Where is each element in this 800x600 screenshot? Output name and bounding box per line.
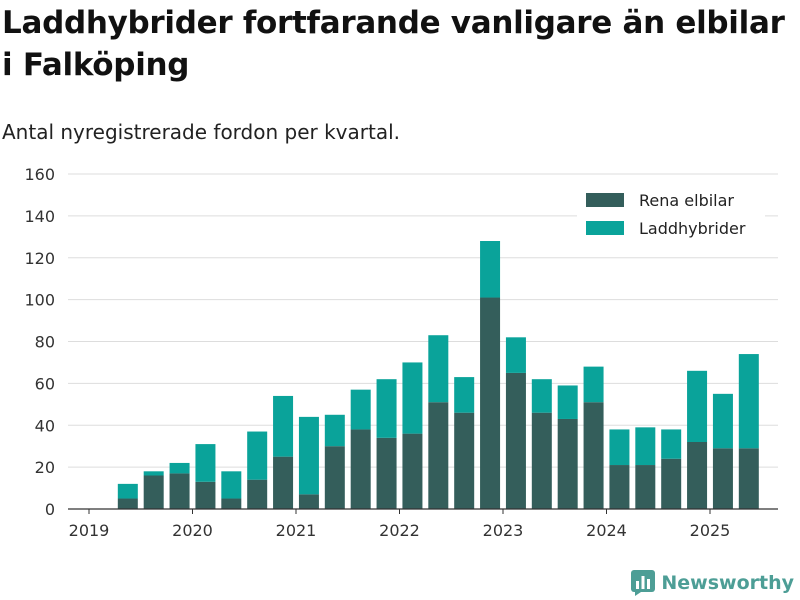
bar-laddhybrider bbox=[635, 427, 656, 466]
bar-rena-elbilar bbox=[557, 418, 578, 509]
bar-laddhybrider bbox=[687, 370, 708, 442]
bar-rena-elbilar bbox=[273, 456, 294, 509]
bar-laddhybrider bbox=[738, 354, 759, 449]
y-tick-label: 40 bbox=[35, 416, 55, 435]
y-tick-label: 20 bbox=[35, 458, 55, 477]
bar-laddhybrider bbox=[661, 429, 682, 459]
x-axis: 2019 2020 2021 2022 2023 2024 2025 bbox=[68, 508, 778, 540]
bar-rena-elbilar bbox=[169, 473, 190, 509]
bar-rena-elbilar bbox=[609, 465, 630, 509]
y-tick-label: 120 bbox=[24, 249, 55, 268]
x-tick-label: 2025 bbox=[690, 521, 731, 540]
x-tick-label: 2020 bbox=[172, 521, 213, 540]
bar-laddhybrider bbox=[247, 431, 268, 480]
x-tick-label: 2021 bbox=[276, 521, 317, 540]
y-tick-label: 140 bbox=[24, 207, 55, 226]
bar-rena-elbilar bbox=[687, 442, 708, 509]
bar-rena-elbilar bbox=[195, 481, 216, 509]
bar-rena-elbilar bbox=[712, 448, 733, 509]
bar-laddhybrider bbox=[298, 416, 319, 495]
bar-laddhybrider bbox=[195, 444, 216, 482]
bar-rena-elbilar bbox=[376, 437, 397, 509]
bar-rena-elbilar bbox=[505, 372, 526, 509]
x-tick-label: 2019 bbox=[69, 521, 110, 540]
newsworthy-logo: Newsworthy bbox=[631, 570, 794, 596]
bar-rena-elbilar bbox=[221, 498, 242, 509]
bar-laddhybrider bbox=[221, 471, 242, 499]
bar-laddhybrider bbox=[454, 377, 475, 413]
bar-rena-elbilar bbox=[454, 412, 475, 509]
bar-rena-elbilar bbox=[350, 429, 371, 509]
x-tick-label: 2024 bbox=[586, 521, 627, 540]
bars bbox=[117, 241, 759, 509]
bar-laddhybrider bbox=[557, 385, 578, 419]
bar-laddhybrider bbox=[402, 362, 423, 434]
y-tick-label: 100 bbox=[24, 291, 55, 310]
bar-laddhybrider bbox=[376, 379, 397, 438]
bar-laddhybrider bbox=[609, 429, 630, 466]
bar-rena-elbilar bbox=[583, 402, 604, 509]
bar-laddhybrider bbox=[583, 366, 604, 403]
bar-laddhybrider bbox=[712, 393, 733, 449]
chart-subtitle: Antal nyregistrerade fordon per kvartal. bbox=[2, 120, 401, 144]
x-tick-label: 2023 bbox=[483, 521, 524, 540]
bar-laddhybrider bbox=[143, 471, 164, 476]
bar-laddhybrider bbox=[324, 414, 345, 447]
bar-rena-elbilar bbox=[324, 446, 345, 509]
bar-rena-elbilar bbox=[738, 448, 759, 509]
newsworthy-chart-logo-icon bbox=[631, 570, 656, 596]
legend-label: Laddhybrider bbox=[639, 219, 746, 238]
bar-laddhybrider bbox=[428, 335, 449, 403]
legend-swatch bbox=[586, 193, 624, 207]
gridlines bbox=[68, 173, 778, 468]
chart-title: Laddhybrider fortfarande vanligare än el… bbox=[2, 5, 785, 83]
bar-laddhybrider bbox=[531, 379, 552, 413]
bar-rena-elbilar bbox=[402, 433, 423, 509]
y-tick-label: 80 bbox=[35, 333, 55, 352]
bar-rena-elbilar bbox=[428, 402, 449, 509]
x-tick-label: 2022 bbox=[379, 521, 420, 540]
bar-rena-elbilar bbox=[531, 412, 552, 509]
bar-laddhybrider bbox=[273, 395, 294, 457]
bar-laddhybrider bbox=[117, 483, 138, 499]
bar-rena-elbilar bbox=[247, 479, 268, 509]
bar-rena-elbilar bbox=[480, 297, 501, 509]
legend: Rena elbilar Laddhybrider bbox=[577, 184, 765, 246]
brand-name: Newsworthy bbox=[661, 572, 794, 594]
y-tick-label: 160 bbox=[24, 165, 55, 184]
bar-rena-elbilar bbox=[143, 475, 164, 509]
y-axis-ticks: 0 20 40 60 80 100 120 140 160 bbox=[24, 165, 55, 519]
bar-laddhybrider bbox=[350, 389, 371, 430]
y-tick-label: 60 bbox=[35, 374, 55, 393]
bar-rena-elbilar bbox=[635, 465, 656, 509]
bar-rena-elbilar bbox=[298, 494, 319, 509]
bar-laddhybrider bbox=[505, 337, 526, 373]
bar-laddhybrider bbox=[480, 241, 501, 298]
bar-laddhybrider bbox=[169, 462, 190, 474]
bar-rena-elbilar bbox=[117, 498, 138, 509]
y-tick-label: 0 bbox=[45, 500, 55, 519]
legend-swatch bbox=[586, 221, 624, 235]
legend-label: Rena elbilar bbox=[639, 191, 734, 210]
bar-rena-elbilar bbox=[661, 458, 682, 509]
